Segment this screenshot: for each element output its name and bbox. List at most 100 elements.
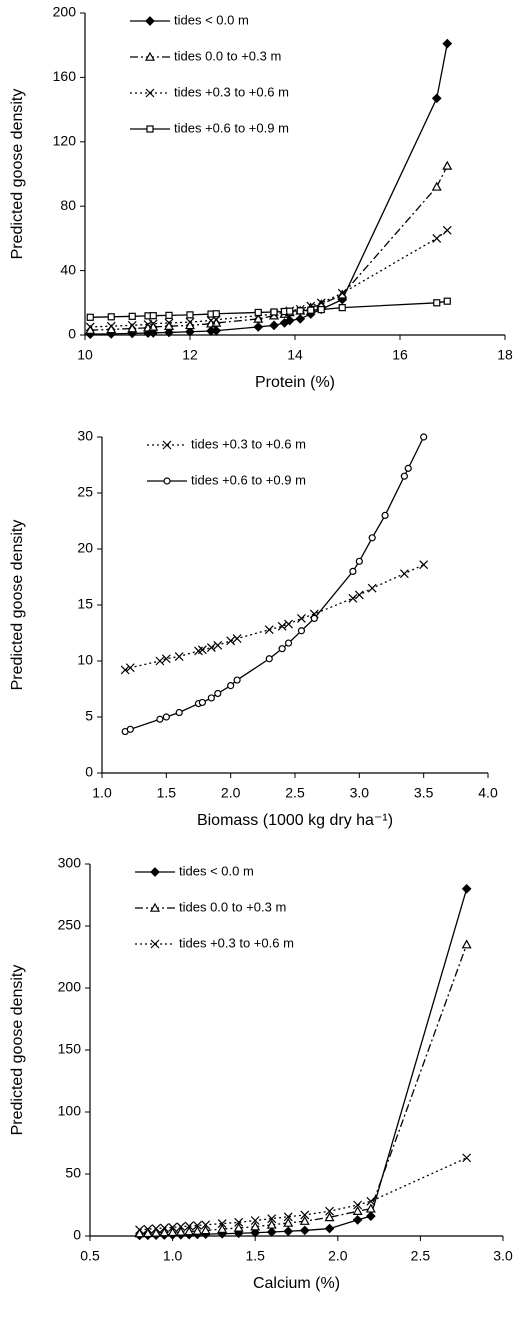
marker <box>367 583 377 593</box>
marker <box>159 1223 169 1233</box>
marker <box>366 1196 376 1206</box>
y-tick-label: 300 <box>58 855 82 871</box>
y-axis-label: Predicted goose density <box>9 965 26 1136</box>
x-tick-label: 0.5 <box>80 1248 100 1264</box>
marker <box>164 327 174 338</box>
marker <box>151 1227 162 1237</box>
marker <box>168 1222 178 1232</box>
marker <box>148 319 158 329</box>
marker <box>144 51 156 61</box>
marker <box>461 939 472 949</box>
marker <box>85 322 95 332</box>
x-tick-label: 14 <box>287 347 303 363</box>
marker <box>420 433 428 441</box>
x-tick-label: 1.0 <box>163 1248 183 1264</box>
legend-label: tides +0.3 to +0.6 m <box>191 436 306 451</box>
y-tick-label: 200 <box>58 979 82 995</box>
marker <box>462 1153 472 1163</box>
marker <box>250 1227 261 1238</box>
marker <box>164 318 174 328</box>
marker <box>419 560 429 570</box>
marker <box>207 694 215 702</box>
y-axis-label: Predicted goose density <box>9 520 26 691</box>
marker <box>159 1227 170 1237</box>
y-tick-label: 50 <box>65 1165 81 1181</box>
y-tick-label: 10 <box>77 652 93 668</box>
series-line <box>90 300 448 318</box>
marker <box>192 1221 202 1230</box>
marker <box>324 1212 335 1222</box>
marker <box>253 322 264 332</box>
marker <box>86 313 94 321</box>
x-tick-label: 3.5 <box>414 785 434 801</box>
y-tick-label: 120 <box>53 133 77 149</box>
x-tick-label: 2.5 <box>285 785 305 801</box>
marker <box>296 307 304 315</box>
marker <box>349 567 357 576</box>
marker <box>365 1211 376 1222</box>
marker <box>278 645 286 653</box>
marker <box>217 1219 227 1229</box>
marker <box>316 298 326 308</box>
marker <box>264 625 274 635</box>
legend-label: tides < 0.0 m <box>174 12 249 27</box>
marker <box>310 614 318 623</box>
y-tick-label: 25 <box>77 484 93 500</box>
marker <box>165 311 173 319</box>
marker <box>404 464 412 472</box>
marker <box>368 534 376 542</box>
marker <box>250 1221 261 1231</box>
marker <box>201 1220 211 1230</box>
marker <box>226 636 236 646</box>
x-tick-label: 12 <box>182 347 198 363</box>
y-tick-label: 0 <box>73 1227 81 1243</box>
marker <box>192 1225 203 1235</box>
marker <box>267 1214 277 1224</box>
marker <box>175 1226 186 1236</box>
marker <box>197 645 207 655</box>
marker <box>142 1228 153 1238</box>
marker <box>184 1221 194 1231</box>
marker <box>107 313 115 321</box>
marker <box>400 472 408 480</box>
x-axis-label: Protein (%) <box>255 374 335 391</box>
marker <box>283 1226 294 1237</box>
y-tick-label: 150 <box>58 1041 82 1057</box>
series-line <box>139 944 468 1235</box>
x-tick-label: 10 <box>77 347 93 363</box>
marker <box>348 593 358 603</box>
marker <box>442 225 452 235</box>
legend-label: tides 0.0 to +0.3 m <box>179 899 286 914</box>
marker <box>353 1200 363 1210</box>
marker <box>211 325 222 336</box>
marker <box>433 299 441 307</box>
marker <box>233 676 241 684</box>
marker <box>198 698 206 707</box>
marker <box>162 440 172 450</box>
x-tick-label: 2.0 <box>221 785 241 801</box>
marker <box>127 320 137 330</box>
y-tick-label: 0 <box>68 326 76 342</box>
x-tick-label: 16 <box>392 347 408 363</box>
x-axis-label: Biomass (1000 kg dry ha⁻¹) <box>197 812 393 829</box>
marker <box>431 93 442 104</box>
marker <box>155 656 165 666</box>
marker <box>145 16 155 26</box>
marker <box>337 288 347 298</box>
marker <box>284 315 295 326</box>
x-axis-label: Calcium (%) <box>253 1275 340 1292</box>
marker <box>167 1227 178 1237</box>
x-tick-label: 4.0 <box>478 785 498 801</box>
marker <box>325 1206 334 1216</box>
marker <box>352 1205 363 1216</box>
marker <box>227 682 235 690</box>
marker <box>270 308 278 316</box>
legend-label: tides +0.6 to +0.9 m <box>191 472 306 487</box>
legend-label: tides < 0.0 m <box>179 863 254 878</box>
y-tick-label: 160 <box>53 68 77 84</box>
marker <box>214 689 222 698</box>
marker <box>176 1222 186 1232</box>
y-tick-label: 5 <box>85 708 93 724</box>
marker <box>299 1215 310 1225</box>
